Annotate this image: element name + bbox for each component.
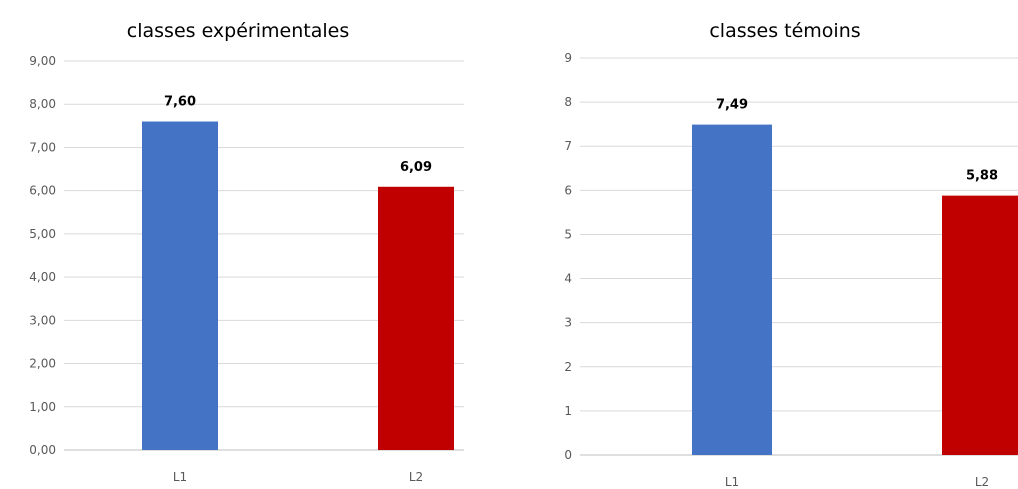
y-tick-label: 8,00	[29, 97, 56, 111]
y-tick-label: 2	[564, 360, 572, 374]
gridlines	[64, 60, 464, 451]
x-axis-ticks: L1 L2	[725, 475, 989, 489]
data-labels: 7,49 5,88	[716, 98, 998, 184]
data-label-l1: 7,60	[164, 95, 196, 110]
y-axis-ticks: 0,00 1,00 2,00 3,00 4,00 5,00 6,00 7,00 …	[29, 54, 56, 457]
chart-control: classes témoins 0 1 2 3 4 5 6 7 8 9 7,49…	[564, 20, 1018, 489]
bar-l1	[692, 124, 772, 455]
chart-experimental: classes expérimentales 0,00 1,00 2,00 3,…	[29, 20, 464, 484]
y-axis-ticks: 0 1 2 3 4 5 6 7 8 9	[564, 51, 572, 462]
chart-title: classes expérimentales	[127, 20, 349, 42]
y-tick-label: 0,00	[29, 443, 56, 457]
bars	[692, 124, 1018, 456]
bars	[142, 121, 454, 450]
y-tick-label: 5,00	[29, 227, 56, 241]
x-tick-label-l2: L2	[409, 470, 423, 484]
y-tick-label: 3	[564, 316, 572, 330]
y-tick-label: 4	[564, 272, 572, 286]
data-label-l1: 7,49	[716, 98, 748, 113]
y-tick-label: 7,00	[29, 140, 56, 154]
data-label-l2: 6,09	[400, 160, 432, 175]
y-tick-label: 4,00	[29, 270, 56, 284]
data-labels: 7,60 6,09	[164, 95, 432, 175]
data-label-l2: 5,88	[966, 169, 998, 184]
x-axis-ticks: L1 L2	[173, 470, 423, 484]
y-tick-label: 1,00	[29, 400, 56, 414]
y-tick-label: 1	[564, 404, 572, 418]
y-tick-label: 2,00	[29, 357, 56, 371]
y-tick-label: 0	[564, 448, 572, 462]
bar-l2	[378, 186, 454, 450]
bar-l1	[142, 121, 218, 450]
x-tick-label-l1: L1	[725, 475, 739, 489]
chart-title: classes témoins	[709, 20, 860, 42]
x-tick-label-l1: L1	[173, 470, 187, 484]
y-tick-label: 7	[564, 139, 572, 153]
x-tick-label-l2: L2	[975, 475, 989, 489]
y-tick-label: 8	[564, 95, 572, 109]
y-tick-label: 9	[564, 51, 572, 65]
bar-l2	[942, 195, 1018, 456]
y-tick-label: 6	[564, 183, 572, 197]
y-tick-label: 5	[564, 227, 572, 241]
y-tick-label: 6,00	[29, 184, 56, 198]
y-tick-label: 9,00	[29, 54, 56, 68]
y-tick-label: 3,00	[29, 313, 56, 327]
